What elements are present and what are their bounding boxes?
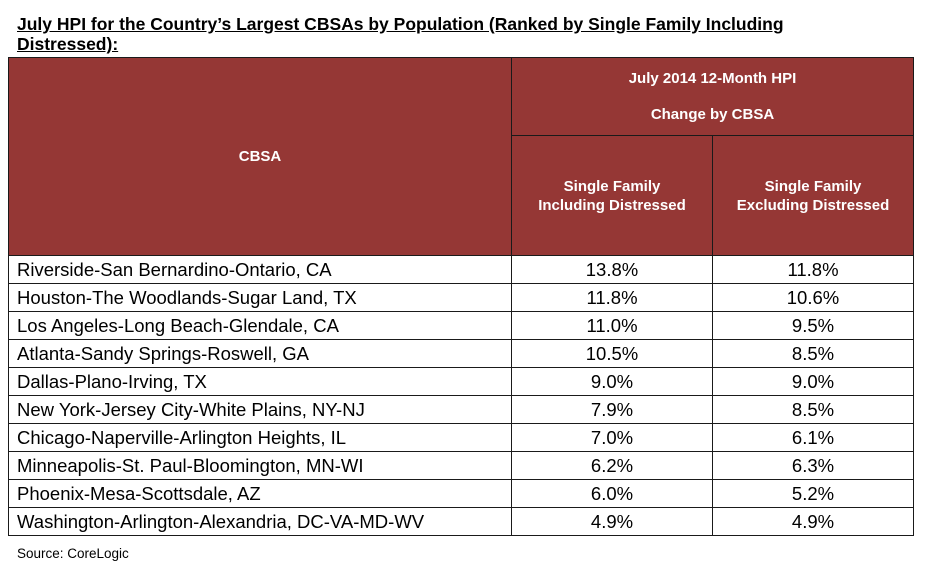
excluding-cell: 4.9%: [712, 507, 914, 536]
including-cell: 13.8%: [511, 255, 713, 284]
header-excluding: Single Family Excluding Distressed: [712, 135, 914, 256]
header-including: Single Family Including Distressed: [511, 135, 713, 256]
header-group: July 2014 12-Month HPI Change by CBSA: [511, 57, 914, 136]
including-cell: 11.8%: [511, 283, 713, 312]
table-row: Riverside-San Bernardino-Ontario, CA 13.…: [8, 255, 914, 284]
excluding-cell: 8.5%: [712, 395, 914, 424]
cbsa-cell: Atlanta-Sandy Springs-Roswell, GA: [8, 339, 512, 368]
including-cell: 6.0%: [511, 479, 713, 508]
header-including-line2: Including Distressed: [538, 196, 686, 214]
header-cbsa-label: CBSA: [238, 148, 282, 165]
header-cbsa: CBSA: [8, 57, 512, 256]
including-cell: 4.9%: [511, 507, 713, 536]
table-row: Los Angeles-Long Beach-Glendale, CA 11.0…: [8, 311, 914, 340]
cbsa-cell: Riverside-San Bernardino-Ontario, CA: [8, 255, 512, 284]
cbsa-cell: Washington-Arlington-Alexandria, DC-VA-M…: [8, 507, 512, 536]
cbsa-cell: Los Angeles-Long Beach-Glendale, CA: [8, 311, 512, 340]
header-including-line1: Single Family: [563, 177, 661, 195]
excluding-cell: 11.8%: [712, 255, 914, 284]
header-group-line1: July 2014 12-Month HPI: [628, 69, 797, 87]
table-row: New York-Jersey City-White Plains, NY-NJ…: [8, 395, 914, 424]
cbsa-cell: Minneapolis-St. Paul-Bloomington, MN-WI: [8, 451, 512, 480]
table-row: Houston-The Woodlands-Sugar Land, TX 11.…: [8, 283, 914, 312]
table-row: Chicago-Naperville-Arlington Heights, IL…: [8, 423, 914, 452]
excluding-cell: 9.0%: [712, 367, 914, 396]
table-row: Minneapolis-St. Paul-Bloomington, MN-WI …: [8, 451, 914, 480]
excluding-cell: 9.5%: [712, 311, 914, 340]
excluding-cell: 8.5%: [712, 339, 914, 368]
table-row: Phoenix-Mesa-Scottsdale, AZ 6.0% 5.2%: [8, 479, 914, 508]
including-cell: 7.9%: [511, 395, 713, 424]
page-title: July HPI for the Country’s Largest CBSAs…: [17, 14, 784, 54]
table-row: Atlanta-Sandy Springs-Roswell, GA 10.5% …: [8, 339, 914, 368]
including-cell: 7.0%: [511, 423, 713, 452]
excluding-cell: 6.3%: [712, 451, 914, 480]
excluding-cell: 5.2%: [712, 479, 914, 508]
cbsa-cell: Chicago-Naperville-Arlington Heights, IL: [8, 423, 512, 452]
excluding-cell: 6.1%: [712, 423, 914, 452]
cbsa-cell: Houston-The Woodlands-Sugar Land, TX: [8, 283, 512, 312]
source-note: Source: CoreLogic: [17, 546, 129, 561]
including-cell: 10.5%: [511, 339, 713, 368]
header-group-line2: Change by CBSA: [650, 105, 775, 123]
header-excluding-line2: Excluding Distressed: [736, 196, 890, 214]
cbsa-cell: New York-Jersey City-White Plains, NY-NJ: [8, 395, 512, 424]
excluding-cell: 10.6%: [712, 283, 914, 312]
hpi-table: CBSA July 2014 12-Month HPI Change by CB…: [8, 57, 914, 536]
header-excluding-line1: Single Family: [764, 177, 862, 195]
including-cell: 11.0%: [511, 311, 713, 340]
cbsa-cell: Phoenix-Mesa-Scottsdale, AZ: [8, 479, 512, 508]
table-row: Washington-Arlington-Alexandria, DC-VA-M…: [8, 507, 914, 536]
table-row: Dallas-Plano-Irving, TX 9.0% 9.0%: [8, 367, 914, 396]
cbsa-cell: Dallas-Plano-Irving, TX: [8, 367, 512, 396]
including-cell: 9.0%: [511, 367, 713, 396]
including-cell: 6.2%: [511, 451, 713, 480]
